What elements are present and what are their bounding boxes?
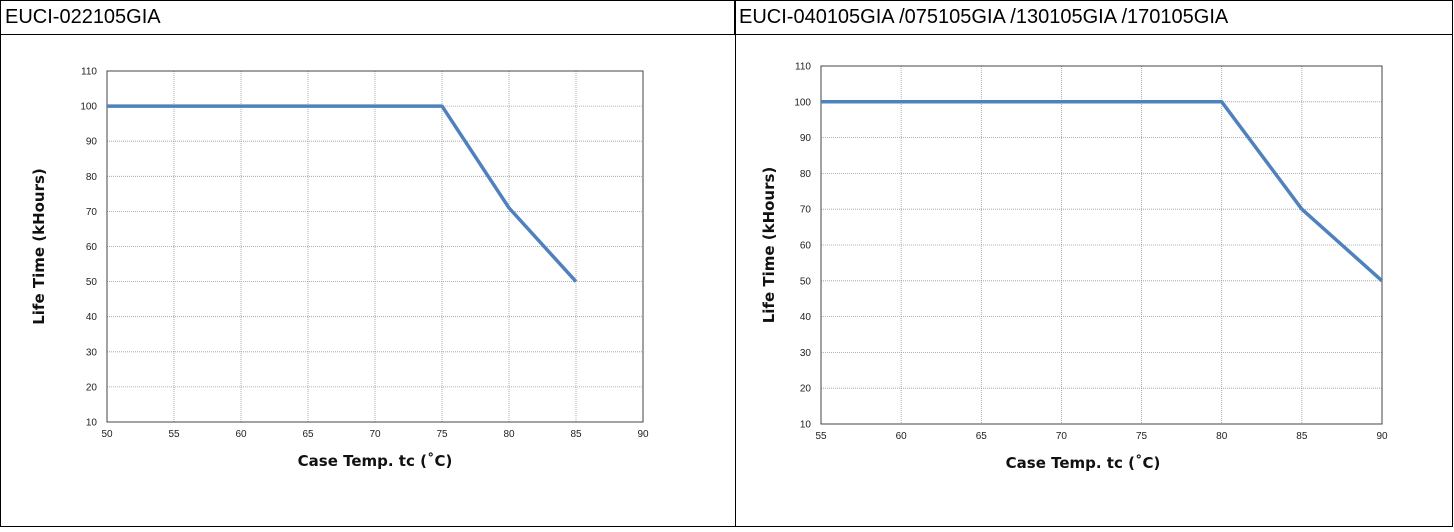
x-tick-label: 55 [168,429,180,440]
x-tick-label: 75 [436,429,448,440]
y-tick-label: 110 [795,62,811,73]
y-tick-label: 10 [86,418,98,429]
y-axis-title: Life Time (kHours) [30,168,48,325]
x-tick-label: 50 [101,429,113,440]
x-axis-title: Case Temp. tc (˚C) [1006,454,1161,472]
y-tick-label: 10 [800,420,812,431]
x-tick-label: 85 [570,429,582,440]
y-tick-label: 30 [86,347,98,358]
y-axis-title: Life Time (kHours) [760,167,778,324]
y-tick-label: 30 [800,348,812,359]
y-tick-label: 70 [86,207,98,218]
x-tick-label: 80 [503,429,515,440]
y-tick-label: 100 [794,97,811,108]
y-tick-label: 90 [86,137,98,148]
y-tick-label: 40 [86,312,98,323]
y-tick-label: 90 [800,133,812,144]
x-tick-label: 85 [1296,431,1308,442]
left-model-header: EUCI-022105GIA [1,1,735,35]
x-tick-label: 90 [1376,431,1388,442]
y-tick-label: 50 [86,277,98,288]
y-tick-label: 80 [86,172,98,183]
x-tick-label: 60 [896,431,908,442]
right-lifetime-chart: 10 20 30 40 50 60 70 80 90 100 110 55 60 65 70 75 80 85 90… [736,35,1452,527]
y-tick-label: 100 [80,102,97,113]
y-tick-label: 60 [800,241,812,252]
x-tick-label: 65 [302,429,314,440]
left-lifetime-chart: 10 20 30 40 50 60 70 80 90 100 110 50 55 60 65 70 75 80 85… [1,35,735,527]
y-tick-label: 70 [800,205,812,216]
y-tick-label: 40 [800,312,812,323]
y-tick-label: 20 [800,384,812,395]
x-tick-label: 70 [1056,431,1068,442]
y-tick-label: 20 [86,382,98,393]
y-tick-label: 80 [800,169,812,180]
x-tick-label: 55 [815,431,827,442]
x-tick-label: 60 [235,429,247,440]
right-chart-cell: 10 20 30 40 50 60 70 80 90 100 110 55 60 65 70 75 80 85 90… [736,35,1452,527]
lifetime-series-line [107,106,576,282]
right-model-header: EUCI-040105GIA /075105GIA /130105GIA /17… [735,1,1452,35]
lifetime-series-line [821,102,1382,281]
y-tick-label: 60 [86,242,98,253]
x-tick-label: 80 [1216,431,1228,442]
x-tick-label: 70 [369,429,381,440]
left-chart-cell: 10 20 30 40 50 60 70 80 90 100 110 50 55 60 65 70 75 80 85… [1,35,735,527]
x-tick-label: 65 [976,431,988,442]
x-tick-label: 75 [1136,431,1148,442]
y-tick-label: 110 [81,67,97,78]
x-axis-title: Case Temp. tc (˚C) [298,452,453,470]
y-tick-label: 50 [800,276,812,287]
x-tick-label: 90 [637,429,649,440]
